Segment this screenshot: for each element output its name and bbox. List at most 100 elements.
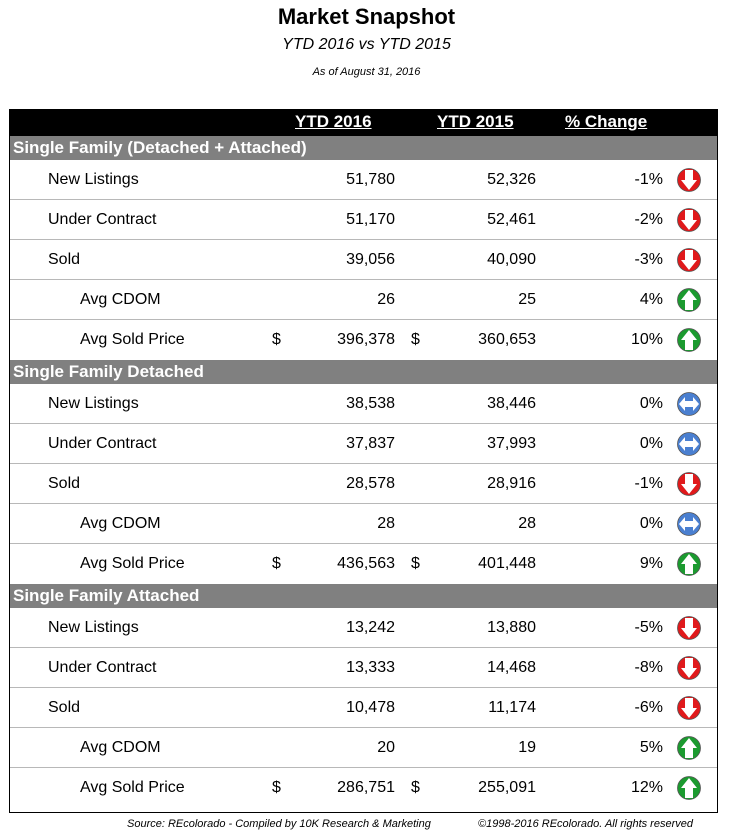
down-arrow-icon [677,208,701,232]
down-arrow-icon [677,656,701,680]
header-ytd-2015: YTD 2015 [437,112,514,131]
value-2015: 25 [518,291,536,308]
section-header: Single Family Detached [10,360,717,384]
table-row: Avg Sold Price $ $436,563 401,448 9% [10,544,717,584]
currency-symbol-2015: $ [411,779,420,796]
section-header: Single Family (Detached + Attached) [10,136,717,160]
currency-symbol-2015: $ [411,331,420,348]
table-row: Under Contract 13,333 14,468 -8% [10,648,717,688]
value-2016: 28 [377,515,395,532]
value-2016: 51,170 [346,211,395,228]
currency-symbol-2016: $ [272,331,281,348]
pct-change: 9% [639,555,663,572]
table-row: Avg Sold Price $ $396,378 360,653 10% [10,320,717,360]
table-row: New Listings 38,538 38,446 0% [10,384,717,424]
section-header: Single Family Attached [10,584,717,608]
no-change-icon [677,392,701,416]
metric-label: Under Contract [48,211,157,228]
table-row: Avg CDOM 28 28 0% [10,504,717,544]
as-of-date: As of August 31, 2016 [312,66,421,78]
table-row: Sold 28,578 28,916 -1% [10,464,717,504]
value-2015: 14,468 [487,659,536,676]
section-label: Single Family Detached [13,362,204,381]
value-2016: 26 [377,291,395,308]
pct-change: -8% [634,659,663,676]
metric-label: New Listings [48,171,139,188]
metric-label: Under Contract [48,435,157,452]
value-2015: 40,090 [487,251,536,268]
pct-change: 5% [639,739,663,756]
value-2016: 10,478 [346,699,395,716]
metric-label: Avg CDOM [80,291,161,308]
footer-copyright: ©1998-2016 REcolorado. All rights reserv… [478,818,693,830]
up-arrow-icon [677,552,701,576]
page-title: Market Snapshot [277,4,456,29]
metric-label: Avg Sold Price [80,555,185,572]
value-2016: 286,751 [337,779,395,796]
down-arrow-icon [677,168,701,192]
value-2016: 396,378 [337,331,395,348]
pct-change: -6% [634,699,663,716]
no-change-icon [677,432,701,456]
down-arrow-icon [677,248,701,272]
value-2015: 255,091 [478,779,536,796]
pct-change: -1% [634,475,663,492]
table-row: Under Contract 51,170 52,461 -2% [10,200,717,240]
up-arrow-icon [677,736,701,760]
value-2015: 52,461 [487,211,536,228]
value-2015: 13,880 [487,619,536,636]
footer-source: Source: REcolorado - Compiled by 10K Res… [127,818,431,830]
down-arrow-icon [677,696,701,720]
value-2016: 20 [377,739,395,756]
table-row: New Listings 51,780 52,326 -1% [10,160,717,200]
section-label: Single Family Attached [13,586,200,605]
pct-change: 4% [639,291,663,308]
table-row: Avg CDOM 26 25 4% [10,280,717,320]
down-arrow-icon [677,472,701,496]
value-2015: 401,448 [478,555,536,572]
page-subtitle: YTD 2016 vs YTD 2015 [282,36,451,53]
metric-label: New Listings [48,619,139,636]
currency-symbol-2016: $ [272,555,281,572]
metric-label: Avg CDOM [80,515,161,532]
table-row: New Listings 13,242 13,880 -5% [10,608,717,648]
up-arrow-icon [677,776,701,800]
metric-label: New Listings [48,395,139,412]
metric-label: Sold [48,475,81,492]
pct-change: 0% [639,515,663,532]
pct-change: -5% [634,619,663,636]
down-arrow-icon [677,616,701,640]
pct-change: 12% [630,779,663,796]
value-2016: 436,563 [337,555,395,572]
pct-change: -1% [634,171,663,188]
table-row: Avg CDOM 20 19 5% [10,728,717,768]
value-2015: 11,174 [488,699,536,716]
header-pct-change: % Change [565,112,648,131]
value-2015: 360,653 [478,331,536,348]
header-ytd-2016: YTD 2016 [295,112,372,131]
metric-label: Avg CDOM [80,739,161,756]
market-snapshot-table: YTD 2016 YTD 2015 % Change Single Family… [9,109,718,813]
metric-label: Avg Sold Price [80,331,185,348]
metric-label: Sold [48,699,81,716]
pct-change: 0% [639,395,663,412]
value-2016: 51,780 [346,171,395,188]
currency-symbol-2016: $ [272,779,281,796]
metric-label: Sold [48,251,81,268]
value-2016: 38,538 [346,395,395,412]
metric-label: Avg Sold Price [80,779,185,796]
currency-symbol-2015: $ [411,555,420,572]
table-row: Sold 10,478 11,174 -6% [10,688,717,728]
table-row: Under Contract 37,837 37,993 0% [10,424,717,464]
value-2016: 13,242 [346,619,395,636]
table-header: YTD 2016 YTD 2015 % Change [10,110,717,136]
value-2015: 28,916 [487,475,536,492]
pct-change: 0% [639,435,663,452]
pct-change: -2% [634,211,663,228]
no-change-icon [677,512,701,536]
value-2016: 28,578 [346,475,395,492]
pct-change: 10% [630,331,663,348]
pct-change: -3% [634,251,663,268]
value-2016: 39,056 [346,251,395,268]
value-2015: 37,993 [487,435,536,452]
